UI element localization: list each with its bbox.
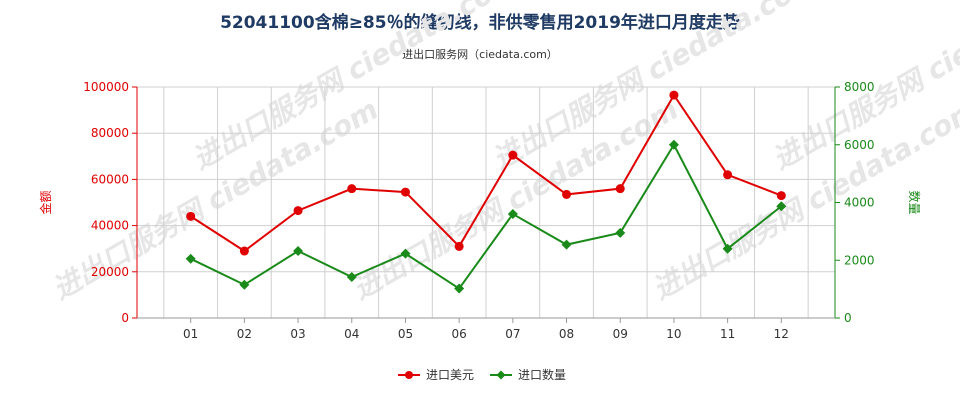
data-point xyxy=(400,187,410,197)
right-axis-title: 数量 xyxy=(907,190,922,214)
left-tick-label: 40000 xyxy=(91,219,129,233)
data-point xyxy=(239,279,250,290)
data-point xyxy=(722,243,733,254)
data-point xyxy=(293,206,303,216)
right-tick-label: 4000 xyxy=(844,196,875,210)
data-point xyxy=(561,239,572,250)
data-point xyxy=(346,271,357,282)
x-tick-label: 08 xyxy=(559,327,574,341)
left-tick-label: 20000 xyxy=(91,265,129,279)
series-line xyxy=(190,93,782,253)
data-point xyxy=(454,241,464,251)
right-tick-label: 2000 xyxy=(844,253,875,267)
x-tick-label: 10 xyxy=(666,327,681,341)
data-point xyxy=(669,90,679,100)
chart-title: 52041100含棉≥85％的缝纫线，非供零售用2019年进口月度走势 xyxy=(220,13,740,33)
x-tick-label: 02 xyxy=(237,327,252,341)
x-tick-label: 01 xyxy=(183,327,198,341)
legend-item: 进口数量 xyxy=(490,367,566,382)
data-point xyxy=(723,170,733,180)
data-point xyxy=(347,184,357,194)
x-tick-label: 07 xyxy=(505,327,520,341)
data-point xyxy=(239,246,249,256)
right-tick-label: 8000 xyxy=(844,80,875,94)
series-line xyxy=(190,142,782,290)
data-point xyxy=(562,189,572,199)
data-point xyxy=(185,253,196,264)
data-point xyxy=(668,139,679,150)
x-tick-label: 09 xyxy=(613,327,628,341)
data-point xyxy=(776,191,786,201)
right-tick-label: 6000 xyxy=(844,138,875,152)
data-point xyxy=(776,201,787,212)
x-tick-label: 12 xyxy=(774,327,789,341)
data-point xyxy=(507,209,518,220)
legend-marker xyxy=(496,370,506,380)
x-tick-label: 04 xyxy=(344,327,359,341)
x-tick-label: 03 xyxy=(290,327,305,341)
legend-marker xyxy=(405,371,413,379)
x-tick-label: 11 xyxy=(720,327,735,341)
chart-subtitle: 进出口服务网（ciedata.com） xyxy=(402,48,558,61)
data-point xyxy=(615,227,626,238)
x-tick-label: 06 xyxy=(452,327,467,341)
left-tick-label: 0 xyxy=(121,311,129,325)
legend-label: 进口美元 xyxy=(426,368,474,382)
data-point xyxy=(454,283,465,294)
data-point xyxy=(293,246,304,257)
left-tick-label: 80000 xyxy=(91,126,129,140)
data-point xyxy=(186,211,196,221)
data-point xyxy=(615,184,625,194)
legend-label: 进口数量 xyxy=(518,367,566,382)
right-tick-label: 0 xyxy=(844,311,852,325)
left-axis-title: 金额 xyxy=(38,190,53,214)
data-point xyxy=(400,248,411,259)
x-tick-label: 05 xyxy=(398,327,413,341)
watermark-text: 进出口服务网 ciedata.com xyxy=(347,93,684,306)
watermark-text: 进出口服务网 ciedata.com xyxy=(187,0,524,176)
data-point xyxy=(508,150,518,160)
left-tick-label: 100000 xyxy=(83,80,129,94)
left-tick-label: 60000 xyxy=(91,172,129,186)
legend-item: 进口美元 xyxy=(398,368,474,382)
